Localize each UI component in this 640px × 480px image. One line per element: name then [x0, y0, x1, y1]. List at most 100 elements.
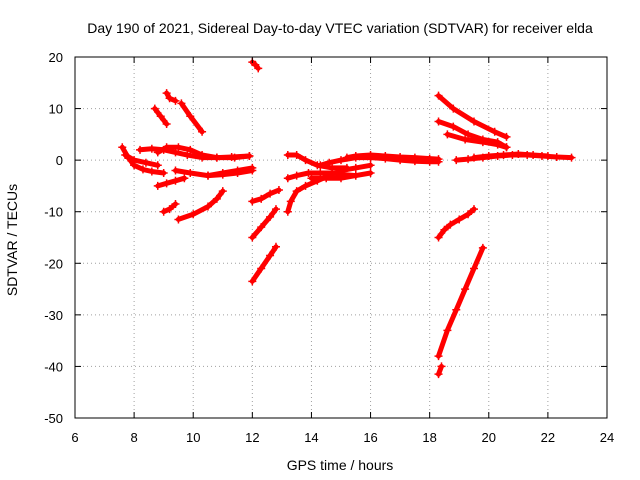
- data-point: [304, 169, 313, 178]
- data-point: [283, 150, 292, 159]
- series-trace: [436, 206, 477, 240]
- data-point: [153, 148, 162, 157]
- series-track-08: [150, 104, 171, 129]
- data-point: [153, 181, 162, 190]
- chart-title: Day 190 of 2021, Sidereal Day-to-day VTE…: [87, 20, 593, 36]
- data-point: [162, 179, 171, 188]
- data-point: [138, 165, 147, 174]
- data-point: [183, 150, 192, 159]
- data-point: [470, 205, 478, 214]
- data-point: [130, 156, 139, 165]
- data-point: [292, 187, 301, 196]
- data-point: [156, 112, 165, 121]
- data-point: [452, 156, 461, 165]
- plot-frame: [74, 56, 608, 419]
- series-trace: [436, 93, 509, 140]
- series-trace: [436, 245, 486, 359]
- data-point: [257, 194, 266, 203]
- data-point: [490, 127, 499, 136]
- series-track-16: [248, 242, 280, 286]
- data-point: [165, 94, 174, 103]
- data-point: [316, 161, 325, 170]
- data-point: [351, 171, 360, 180]
- data-point: [396, 153, 405, 162]
- data-point: [366, 169, 375, 178]
- data-point: [248, 277, 257, 286]
- x-tick-label: 6: [71, 430, 78, 445]
- data-point: [301, 156, 310, 165]
- data-point: [248, 197, 257, 206]
- data-point: [410, 153, 419, 162]
- data-point: [257, 264, 266, 273]
- data-point: [274, 186, 283, 195]
- data-point: [153, 161, 162, 170]
- data-point: [198, 150, 207, 159]
- data-point: [218, 187, 227, 196]
- data-point: [529, 150, 538, 159]
- data-point: [470, 153, 478, 162]
- data-point: [248, 163, 257, 172]
- data-point: [552, 153, 561, 162]
- data-point: [434, 352, 443, 361]
- data-point: [186, 145, 195, 154]
- data-point: [499, 150, 508, 159]
- data-point: [434, 91, 443, 100]
- data-point: [449, 104, 458, 113]
- x-tick-label: 24: [600, 430, 614, 445]
- data-point: [337, 156, 345, 165]
- series-track-26: [434, 205, 478, 242]
- data-point: [464, 130, 473, 139]
- data-point: [434, 155, 443, 164]
- data-point: [478, 243, 487, 252]
- data-point: [461, 135, 470, 144]
- axis-ticks: 6 8 10 12 14 16 18 20 22 24 -50 -40 -30 -20 -10 0 10 20: [44, 50, 614, 445]
- data-point: [180, 174, 189, 183]
- y-tick-label: 20: [49, 50, 63, 65]
- series-track-27: [434, 243, 487, 361]
- data-point: [452, 305, 461, 314]
- y-tick-label: -20: [44, 256, 63, 271]
- data-point: [478, 138, 487, 147]
- data-points: [118, 58, 576, 379]
- x-tick-label: 12: [245, 430, 259, 445]
- series-trace: [249, 187, 282, 204]
- x-axis-label: GPS time / hours: [287, 457, 394, 473]
- y-axis-label: SDTVAR / TECUs: [4, 184, 20, 296]
- y-tick-label: -10: [44, 205, 63, 220]
- data-point: [159, 169, 168, 178]
- data-point: [266, 212, 275, 221]
- data-point: [470, 264, 478, 273]
- data-point: [141, 158, 150, 167]
- x-tick-label: 16: [363, 430, 377, 445]
- series-trace: [205, 165, 255, 179]
- data-point: [283, 207, 292, 216]
- series-track-10: [177, 99, 207, 136]
- series-track-30: [470, 149, 552, 162]
- data-point: [493, 140, 502, 149]
- data-point: [204, 171, 212, 180]
- data-point: [434, 233, 443, 242]
- data-point: [121, 150, 130, 159]
- x-tick-label: 8: [130, 430, 137, 445]
- series-trace: [164, 90, 178, 104]
- data-point: [189, 210, 198, 219]
- data-point: [174, 143, 183, 152]
- series-track-07: [153, 174, 189, 190]
- data-point: [502, 143, 511, 152]
- data-point: [212, 194, 221, 203]
- data-point: [118, 143, 127, 152]
- data-point: [186, 112, 195, 121]
- data-point: [443, 326, 452, 335]
- data-point: [266, 189, 275, 198]
- data-point: [165, 205, 174, 214]
- data-point: [337, 166, 345, 175]
- data-point: [286, 197, 295, 206]
- data-point: [233, 166, 242, 175]
- data-point: [455, 215, 464, 224]
- data-point: [162, 120, 171, 129]
- series-track-06: [204, 163, 257, 180]
- data-point: [322, 174, 331, 183]
- x-tick-label: 18: [422, 430, 436, 445]
- data-point: [171, 199, 180, 208]
